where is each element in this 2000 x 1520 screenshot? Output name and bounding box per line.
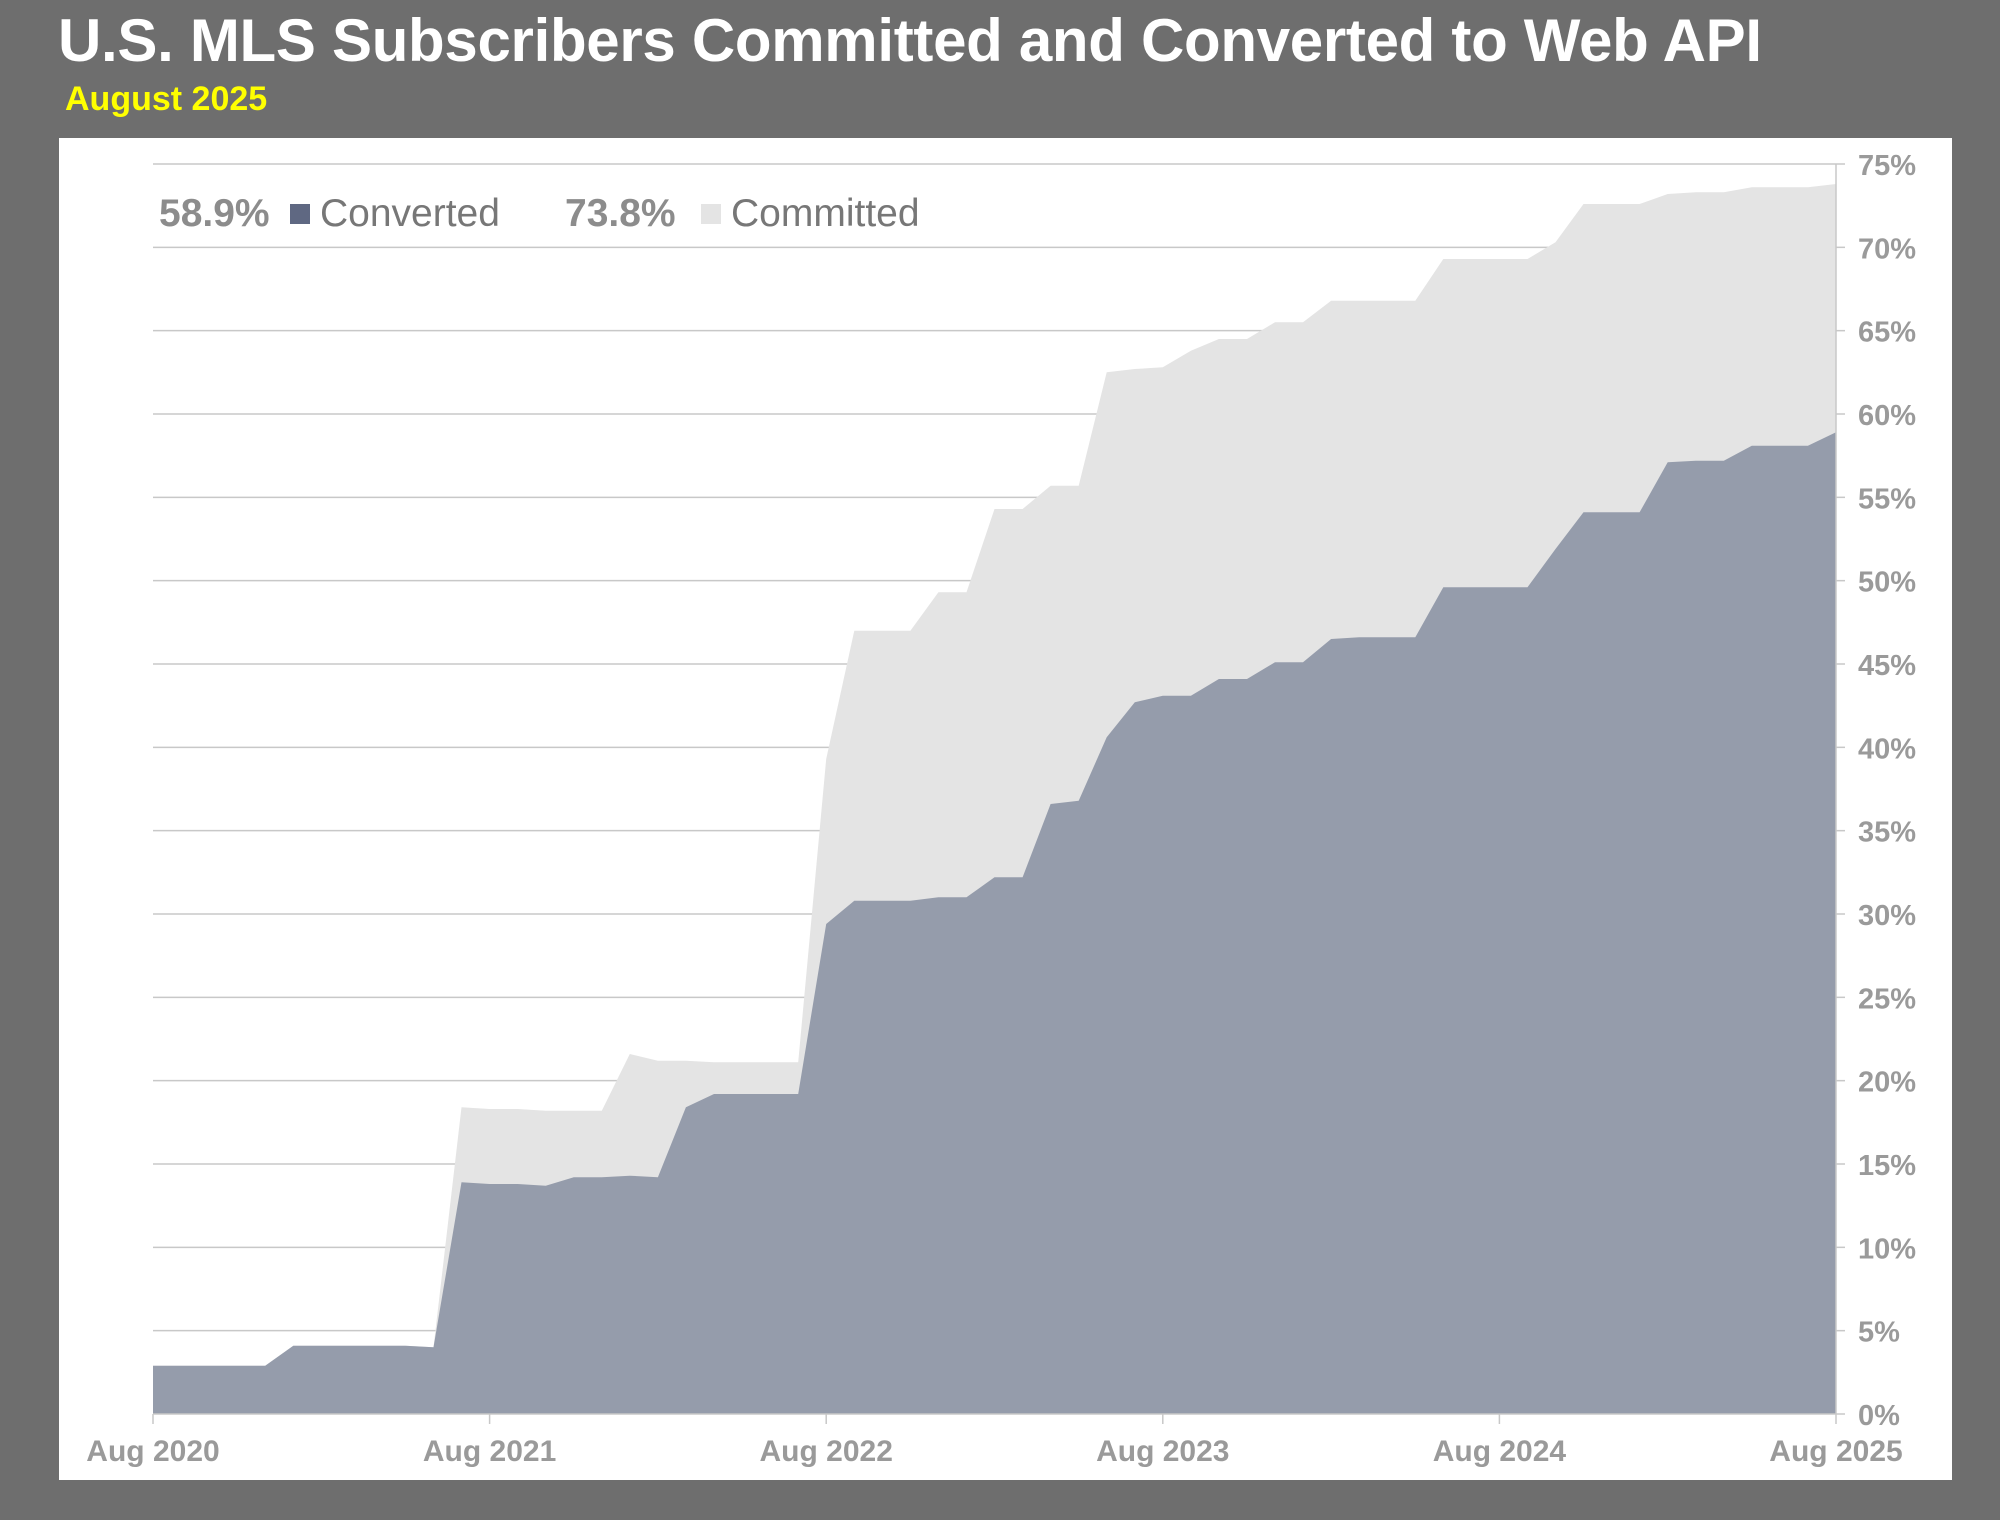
y-tick-label: 50% bbox=[1858, 567, 1916, 599]
area-chart: 0% 5% 10% 15% 20% 25% 30% 35% 40% 45% 50% 55% 60% 65%… bbox=[86, 150, 1916, 1468]
y-tick-label: 60% bbox=[1858, 400, 1916, 432]
y-tick-label: 70% bbox=[1858, 233, 1916, 265]
x-tick-label: Aug 2021 bbox=[423, 1435, 556, 1468]
legend-committed-swatch bbox=[701, 204, 721, 224]
x-tick-label: Aug 2022 bbox=[760, 1435, 893, 1468]
x-tick-label: Aug 2025 bbox=[1769, 1435, 1902, 1468]
y-tick-label: 65% bbox=[1858, 317, 1916, 349]
area-series bbox=[153, 184, 1836, 1414]
y-tick-label: 10% bbox=[1858, 1233, 1916, 1265]
y-tick-label: 35% bbox=[1858, 817, 1916, 849]
y-tick-label: 45% bbox=[1858, 650, 1916, 682]
legend-committed-label: Committed bbox=[731, 192, 920, 235]
y-tick-label: 55% bbox=[1858, 483, 1916, 515]
y-tick-label: 15% bbox=[1858, 1150, 1916, 1182]
y-tick-label: 40% bbox=[1858, 733, 1916, 765]
legend: 58.9% Converted 73.8% Committed bbox=[159, 192, 920, 235]
legend-converted-label: Converted bbox=[320, 192, 500, 235]
x-tick-label: Aug 2023 bbox=[1096, 1435, 1229, 1468]
y-tick-label: 0% bbox=[1858, 1400, 1900, 1432]
y-tick-label: 30% bbox=[1858, 900, 1916, 932]
y-tick-label: 20% bbox=[1858, 1067, 1916, 1099]
chart-title: U.S. MLS Subscribers Committed and Conve… bbox=[58, 7, 1762, 74]
x-tick-label: Aug 2024 bbox=[1433, 1435, 1567, 1468]
chart-panel: 0% 5% 10% 15% 20% 25% 30% 35% 40% 45% 50% 55% 60% 65%… bbox=[59, 138, 1952, 1480]
y-tick-label: 5% bbox=[1858, 1317, 1900, 1349]
y-tick-label: 75% bbox=[1858, 150, 1916, 182]
legend-converted-swatch bbox=[290, 204, 310, 224]
legend-converted-value: 58.9% bbox=[159, 192, 270, 235]
chart-subtitle: August 2025 bbox=[65, 80, 268, 118]
y-tick-label: 25% bbox=[1858, 983, 1916, 1015]
axes: 0% 5% 10% 15% 20% 25% 30% 35% 40% 45% 50% 55% 60% 65%… bbox=[86, 150, 1916, 1468]
x-tick-label: Aug 2020 bbox=[86, 1435, 219, 1468]
area-converted bbox=[153, 432, 1836, 1414]
legend-committed-value: 73.8% bbox=[565, 192, 676, 235]
